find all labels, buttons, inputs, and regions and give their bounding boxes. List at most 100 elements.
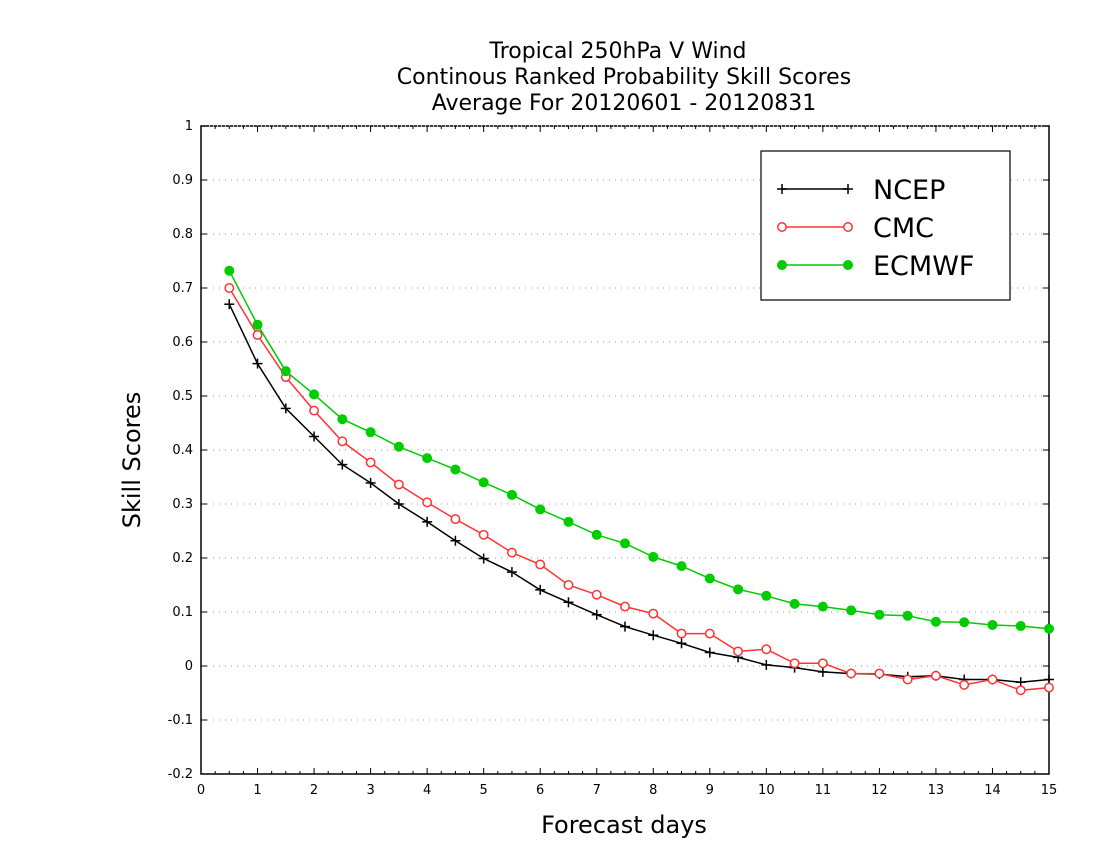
data-point-ecmwf	[789, 598, 800, 609]
series-line-cmc	[228, 287, 1050, 692]
x-tick-label: 2	[310, 783, 318, 798]
data-point-ecmwf	[450, 464, 461, 475]
data-point-ecmwf	[535, 504, 546, 515]
data-point-ecmwf	[393, 441, 404, 452]
x-tick-label: 14	[984, 783, 1001, 798]
legend-marker-cmc	[843, 222, 853, 232]
data-point-cmc	[563, 580, 574, 590]
data-point-ncep	[761, 659, 772, 670]
data-point-ecmwf	[422, 453, 433, 464]
data-point-cmc	[874, 668, 885, 679]
x-tick-label: 12	[871, 783, 888, 798]
data-point-ecmwf	[902, 610, 913, 621]
y-tick-label: 0.4	[172, 443, 193, 458]
data-point-ecmwf	[733, 584, 744, 595]
series-ncep	[224, 299, 1054, 688]
data-point-cmc	[1044, 682, 1054, 693]
data-point-cmc	[676, 628, 687, 639]
chart-title: Tropical 250hPa V Wind Continous Ranked …	[397, 39, 851, 116]
data-point-ecmwf	[846, 605, 857, 616]
legend-marker-ncep	[777, 184, 787, 194]
x-tick-label: 5	[480, 783, 488, 798]
data-point-cmc	[704, 628, 715, 639]
x-tick-label: 7	[593, 783, 601, 798]
x-tick-label: 8	[649, 783, 657, 798]
legend-marker-cmc	[777, 222, 787, 232]
legend-marker-ecmwf	[843, 260, 853, 270]
data-point-ncep	[450, 535, 461, 546]
data-point-ncep	[337, 459, 348, 470]
data-point-ecmwf	[309, 389, 320, 400]
y-tick-label: 0.7	[172, 281, 193, 296]
data-series	[224, 265, 1054, 696]
y-tick-label: -0.1	[168, 713, 193, 728]
data-point-cmc	[365, 457, 376, 468]
x-tick-label: 10	[758, 783, 775, 798]
data-point-ecmwf	[1015, 621, 1026, 632]
data-point-ecmwf	[648, 551, 659, 562]
data-point-cmc	[422, 497, 433, 508]
data-point-ecmwf	[930, 616, 941, 627]
data-point-cmc	[337, 436, 348, 447]
data-point-cmc	[252, 330, 263, 340]
y-tick-label: 0.2	[172, 551, 193, 566]
data-point-cmc	[761, 644, 772, 655]
data-point-cmc	[450, 514, 461, 525]
data-point-cmc	[846, 668, 857, 679]
data-point-ncep	[817, 666, 828, 677]
data-point-ncep	[252, 358, 263, 369]
y-tick-label: 0.5	[172, 389, 193, 404]
data-point-ecmwf	[1044, 623, 1054, 634]
data-point-cmc	[309, 405, 320, 416]
series-cmc	[224, 283, 1054, 696]
x-tick-label: 0	[197, 783, 205, 798]
title-line-2: Continous Ranked Probability Skill Score…	[397, 65, 851, 90]
y-tick-label: 0.6	[172, 335, 193, 350]
y-tick-label: 0	[185, 659, 193, 674]
x-tick-label: 1	[253, 783, 261, 798]
data-point-ncep	[506, 567, 517, 578]
x-axis-label: Forecast days	[541, 811, 707, 839]
legend-item-cmc: CMC	[777, 213, 934, 244]
data-point-ecmwf	[365, 427, 376, 438]
y-tick-label: 0.8	[172, 227, 193, 242]
legend-label-ncep: NCEP	[873, 175, 945, 206]
data-point-cmc	[902, 674, 913, 685]
legend-item-ecmwf: ECMWF	[777, 251, 974, 282]
data-point-cmc	[733, 646, 744, 657]
data-point-ecmwf	[591, 529, 602, 540]
data-point-ncep	[563, 597, 574, 608]
series-ecmwf	[224, 265, 1054, 634]
data-point-cmc	[535, 559, 546, 570]
title-line-1: Tropical 250hPa V Wind	[488, 39, 746, 64]
data-point-cmc	[393, 479, 404, 490]
data-point-ecmwf	[506, 489, 517, 500]
y-axis-label: Skill Scores	[118, 392, 146, 529]
data-point-ecmwf	[224, 265, 235, 276]
data-point-ncep	[620, 621, 630, 632]
data-point-ecmwf	[874, 609, 885, 620]
y-tick-label: 0.3	[172, 497, 193, 512]
data-point-ecmwf	[959, 617, 970, 628]
data-point-cmc	[789, 658, 800, 669]
legend: NCEP CMC ECMWF	[760, 150, 1011, 301]
series-line-ncep	[228, 303, 1050, 683]
data-point-cmc	[620, 601, 630, 612]
data-point-ecmwf	[620, 538, 630, 549]
data-point-ncep	[704, 647, 715, 658]
data-point-ncep	[309, 431, 320, 442]
legend-label-cmc: CMC	[873, 213, 934, 244]
x-tick-label: 4	[423, 783, 431, 798]
data-point-cmc	[478, 529, 489, 540]
data-point-cmc	[930, 670, 941, 681]
data-point-ncep	[393, 499, 404, 509]
data-point-ncep	[224, 299, 235, 310]
data-point-ecmwf	[987, 619, 998, 630]
data-point-cmc	[1015, 685, 1026, 696]
legend-marker-ecmwf	[777, 260, 787, 270]
data-point-ecmwf	[252, 319, 263, 330]
data-point-cmc	[591, 589, 602, 600]
data-point-ecmwf	[478, 477, 489, 488]
